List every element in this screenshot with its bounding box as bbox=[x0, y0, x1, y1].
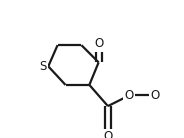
Text: O: O bbox=[94, 37, 103, 50]
Text: O: O bbox=[150, 89, 160, 102]
Text: O: O bbox=[124, 89, 134, 102]
Text: O: O bbox=[103, 130, 113, 138]
Text: S: S bbox=[40, 60, 47, 73]
